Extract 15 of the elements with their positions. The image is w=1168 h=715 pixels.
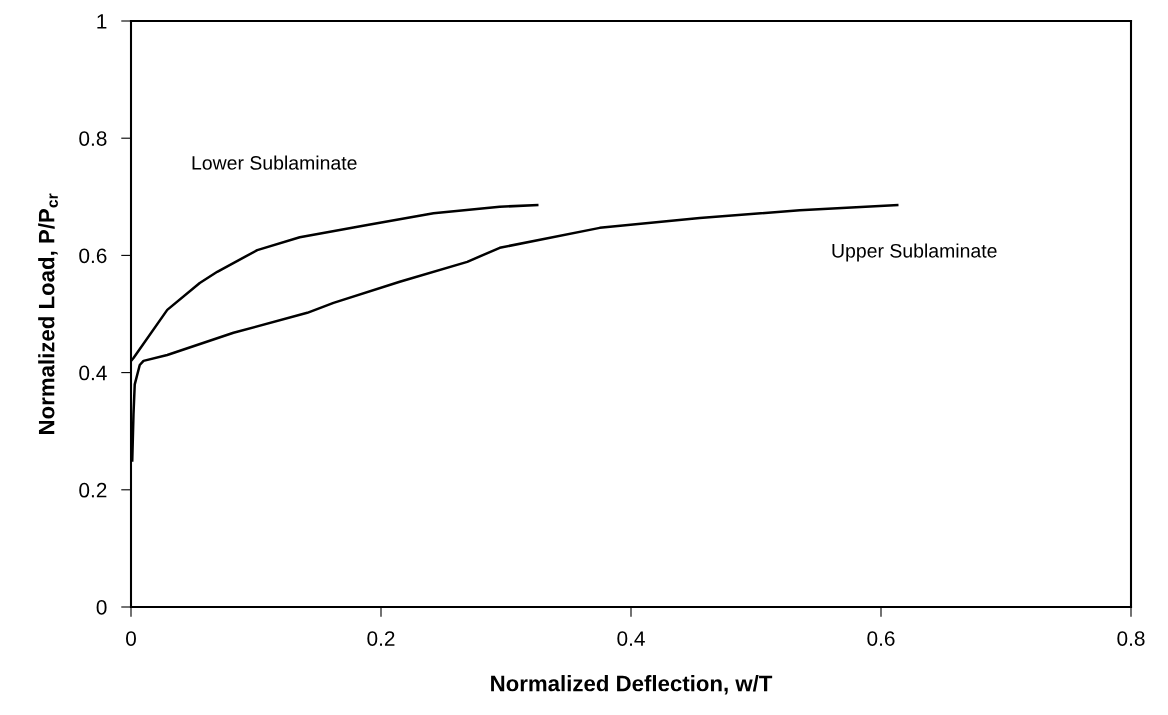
y-tick-label: 0: [96, 600, 107, 615]
y-tick-label: 1: [97, 14, 107, 29]
text: Lower Sublaminate: [192, 155, 357, 170]
x-tick-label: 0.2: [367, 631, 395, 646]
y-tick-label: 0.8: [79, 131, 107, 146]
y-axis-title: Normalized Load, P/P$_{cr}$: [38, 193, 58, 434]
x-tick-label: 0.6: [867, 631, 895, 646]
x-axis-title: Normalized Deflection, w/T: [491, 675, 773, 695]
y-tick-label: 0.6: [79, 248, 107, 264]
series-label: Upper Sublaminate: [832, 243, 997, 262]
y-tick-label: 0.2: [79, 482, 107, 498]
x-tick-label: 0: [126, 631, 136, 646]
x-tick-label: 0.4: [617, 631, 645, 646]
x-tick-label: 0.8: [1117, 631, 1145, 646]
y-tick-label: 0.4: [79, 365, 107, 381]
